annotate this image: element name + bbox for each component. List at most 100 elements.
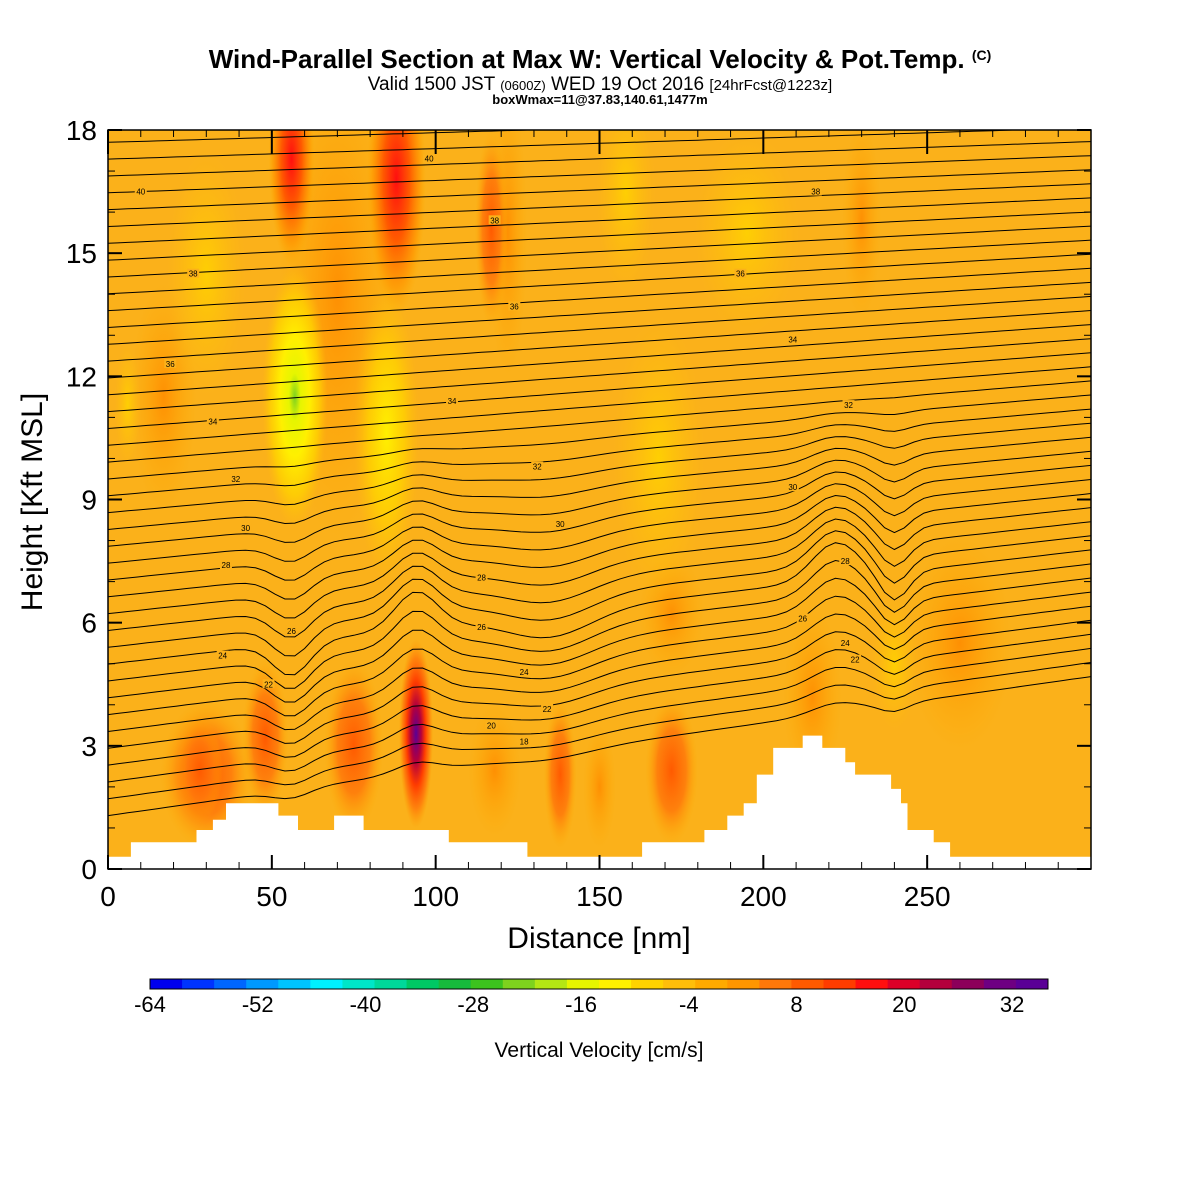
colorbar-swatch [310,979,343,989]
colorbar-swatch [278,979,311,989]
velocity-cell [782,606,842,787]
title-text: Wind-Parallel Section at Max W: Vertical… [208,44,965,74]
theta-contour-line [108,530,1091,657]
theta-contour-line [108,394,1091,480]
theta-label-bg [531,461,544,471]
theta-contour-line [108,211,1091,261]
theta-contours [108,130,1091,817]
colorbar-swatch [406,979,440,989]
theta-contour-line [108,559,1091,689]
y-tick-label: 6 [81,608,97,639]
x-tick-label: 250 [904,881,951,912]
velocity-cell [612,314,705,603]
x-tick-label: 100 [412,881,459,912]
theta-contour-line [108,183,1091,227]
theta-label-bg [239,523,252,533]
theta-contour-line [108,450,1091,547]
theta-contour-line [108,408,1091,497]
theta-label: 28 [841,557,850,566]
y-tick-label: 3 [81,731,97,762]
theta-label: 26 [798,615,807,624]
theta-label: 22 [264,680,273,689]
theta-contour-line [108,338,1091,413]
y-axis-label: Height [Kft MSL] [16,393,49,611]
theta-contour-line [108,155,1091,194]
colorbar-label: 8 [790,992,802,1017]
colorbar-swatch [663,979,696,989]
theta-label-bg [285,625,298,635]
theta-contour-line [108,295,1091,362]
theta-contour-line [108,633,1091,766]
theta-label-bg [554,519,567,529]
colorbar-swatch [727,979,760,989]
colorbar-swatch [534,979,568,989]
theta-label-bg [475,572,488,582]
theta-label-bg [219,560,232,570]
colorbar-label: -52 [242,992,274,1017]
theta-label-bg [849,654,862,664]
box-max-info: boxWmax=11@37.83,140.61,1477m [492,92,708,107]
colorbar-labels: -64 -52 -40 -28 -16 -4 8 20 32 [134,992,1024,1017]
colorbar-swatch [214,979,247,989]
theta-label: 22 [851,656,860,665]
theta-contour-line [108,310,1091,379]
colorbar-label: -16 [565,992,597,1017]
x-tick-label: 200 [740,881,787,912]
theta-label-bg [839,638,852,648]
chart-title: Wind-Parallel Section at Max W: Vertical… [0,44,1200,75]
velocity-cell [583,725,616,849]
colorbar-label: -4 [679,992,699,1017]
colorbar-swatch [855,979,889,989]
theta-label: 32 [533,463,542,472]
theta-label-bg [796,613,809,623]
valid-time-line: Valid 1500 JST (0600Z) WED 19 Oct 2016 [… [0,74,1200,96]
theta-label: 32 [231,475,240,484]
velocity-cell [114,343,141,467]
velocity-cell [268,130,315,266]
theta-label-bg [216,650,229,660]
theta-label: 26 [287,627,296,636]
velocity-cell [242,659,289,816]
y-tick-label: 18 [66,115,97,146]
velocity-cell [262,265,328,529]
velocity-cell [645,696,698,845]
colorbar-swatch [566,979,600,989]
theta-contour-line [108,577,1091,703]
theta-label: 30 [788,483,797,492]
x-tick-label: 0 [100,881,116,912]
colorbar [149,978,1049,990]
theta-contour-line [108,380,1091,463]
colorbar-swatch [919,979,953,989]
velocity-cell [841,130,882,319]
theta-label-bg [475,621,488,631]
theta-label-bg [187,268,200,278]
y-tick-label: 12 [66,361,97,392]
theta-contour-line [108,366,1091,446]
theta-label-bg [229,473,242,483]
valid-prefix: Valid 1500 JST [367,74,495,95]
colorbar-label: 32 [1000,992,1024,1017]
theta-contour-line [108,676,1091,817]
colorbar-label: 20 [892,992,916,1017]
theta-label: 18 [520,738,529,747]
theta-contour-line [108,352,1091,429]
theta-label: 38 [490,216,499,225]
theta-label-bg [518,736,531,746]
theta-contour-line [108,239,1091,295]
valid-utc: (0600Z) [500,78,546,93]
theta-label: 24 [520,668,529,677]
theta-label: 36 [166,360,175,369]
forecast-info: [24hrFcst@1223z] [709,77,833,94]
colorbar-swatch [951,979,985,989]
colorbar-swatch [150,979,183,989]
theta-label: 26 [477,623,486,632]
theta-contour-line [108,436,1091,530]
theta-label: 40 [136,188,145,197]
colorbar-swatch [759,979,792,989]
theta-label-bg [518,666,531,676]
valid-date: WED 19 Oct 2016 [551,74,705,95]
theta-label-bg [164,359,177,369]
theta-label: 36 [510,303,519,312]
theta-label-bg [134,186,147,196]
theta-contour-line [108,619,1091,749]
